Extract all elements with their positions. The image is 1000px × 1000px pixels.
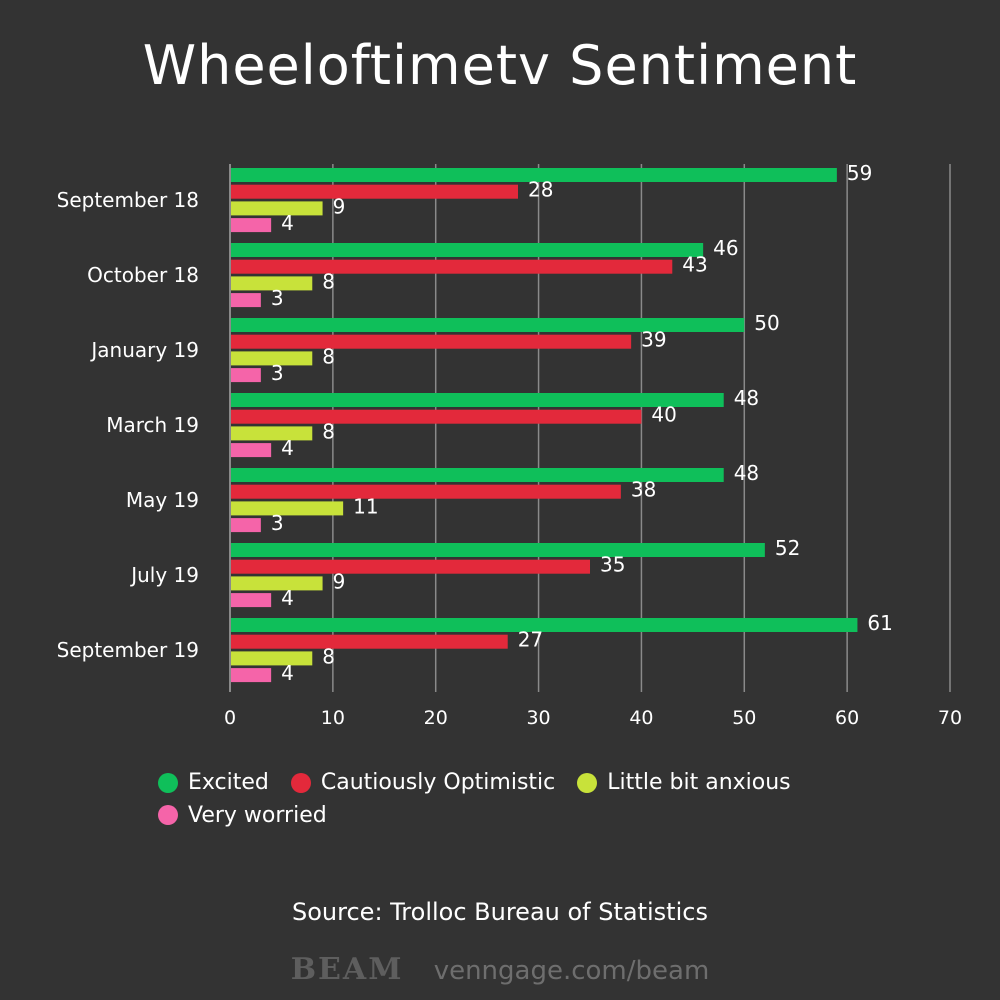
data-label: 3 bbox=[271, 511, 284, 535]
data-label: 35 bbox=[600, 553, 625, 577]
legend-label: Little bit anxious bbox=[607, 770, 791, 795]
data-label: 48 bbox=[734, 461, 759, 485]
data-label: 52 bbox=[775, 536, 800, 560]
y-category-label: September 19 bbox=[57, 638, 199, 662]
bar bbox=[230, 259, 673, 274]
data-label: 43 bbox=[682, 253, 707, 277]
data-label: 27 bbox=[518, 628, 543, 652]
x-tick-label: 0 bbox=[224, 707, 236, 729]
chart-title: Wheeloftimetv Sentiment bbox=[142, 34, 858, 97]
x-tick-label: 30 bbox=[526, 707, 550, 729]
brand-logo: BEAM bbox=[290, 952, 404, 987]
data-label: 61 bbox=[867, 611, 892, 635]
legend-item: Little bit anxious bbox=[577, 768, 791, 797]
bar-chart: 0 10 20 30 40 50 60 70 September 18 59 28 9 4 October… bbox=[57, 161, 962, 729]
data-label: 9 bbox=[333, 194, 346, 218]
bar bbox=[230, 168, 837, 182]
data-label: 50 bbox=[754, 311, 779, 335]
bar bbox=[230, 426, 313, 441]
bar bbox=[230, 393, 724, 407]
bar bbox=[230, 368, 261, 383]
data-label: 39 bbox=[641, 328, 666, 352]
bar bbox=[230, 559, 590, 574]
data-label: 4 bbox=[281, 661, 294, 685]
data-label: 28 bbox=[528, 178, 553, 202]
bar bbox=[230, 634, 508, 649]
bar bbox=[230, 576, 323, 591]
bar bbox=[230, 468, 724, 482]
bar bbox=[230, 318, 745, 332]
bar bbox=[230, 443, 272, 458]
data-label: 46 bbox=[713, 236, 738, 260]
x-tick-label: 40 bbox=[629, 707, 653, 729]
bar bbox=[230, 243, 704, 257]
x-tick-label: 70 bbox=[938, 707, 962, 729]
data-label: 3 bbox=[271, 361, 284, 385]
footer: BEAM venngage.com/beam bbox=[0, 952, 1000, 987]
bar bbox=[230, 334, 632, 349]
bar bbox=[230, 276, 313, 291]
bar bbox=[230, 618, 858, 632]
bar bbox=[230, 668, 272, 683]
chart-legend: Excited Cautiously Optimistic Little bit a… bbox=[158, 768, 918, 833]
bar bbox=[230, 184, 518, 199]
y-category-label: March 19 bbox=[106, 413, 199, 437]
footer-url[interactable]: venngage.com/beam bbox=[433, 956, 710, 986]
x-tick-label: 50 bbox=[732, 707, 756, 729]
bar bbox=[230, 218, 272, 233]
bar bbox=[230, 484, 621, 499]
data-label: 8 bbox=[322, 269, 335, 293]
data-label: 11 bbox=[353, 494, 378, 518]
bar bbox=[230, 293, 261, 308]
data-label: 59 bbox=[847, 161, 872, 185]
x-tick-label: 20 bbox=[424, 707, 448, 729]
bar bbox=[230, 651, 313, 666]
legend-marker bbox=[290, 772, 311, 793]
y-category-label: January 19 bbox=[89, 338, 199, 362]
bar bbox=[230, 201, 323, 216]
y-category-label: May 19 bbox=[126, 488, 199, 512]
data-label: 38 bbox=[631, 478, 656, 502]
y-category-label: September 18 bbox=[57, 188, 199, 212]
legend-item: Excited bbox=[158, 768, 269, 797]
data-label: 8 bbox=[322, 344, 335, 368]
legend-item: Very worried bbox=[158, 801, 327, 830]
data-label: 48 bbox=[734, 386, 759, 410]
legend-marker bbox=[158, 772, 178, 793]
bar bbox=[230, 409, 642, 424]
data-label: 8 bbox=[322, 644, 335, 668]
y-category-label: October 18 bbox=[87, 263, 199, 287]
bar bbox=[230, 501, 344, 516]
data-label: 8 bbox=[322, 419, 335, 443]
legend-item: Cautiously Optimistic bbox=[290, 768, 556, 797]
bar bbox=[230, 518, 261, 533]
data-label: 40 bbox=[651, 403, 676, 427]
y-category-label: July 19 bbox=[129, 563, 199, 587]
bar bbox=[230, 351, 313, 366]
data-label: 4 bbox=[281, 436, 294, 460]
legend-marker bbox=[158, 805, 178, 825]
bar bbox=[230, 593, 272, 608]
x-tick-label: 10 bbox=[321, 707, 345, 729]
legend-label: Cautiously Optimistic bbox=[320, 770, 556, 795]
source-note: Source: Trolloc Bureau of Statistics bbox=[292, 898, 708, 926]
data-label: 4 bbox=[281, 586, 294, 610]
bar bbox=[230, 543, 765, 557]
x-tick-label: 60 bbox=[835, 707, 859, 729]
legend-label: Excited bbox=[188, 770, 269, 795]
data-label: 4 bbox=[281, 211, 294, 235]
legend-label: Very worried bbox=[188, 802, 327, 828]
legend-marker bbox=[577, 772, 598, 793]
data-label: 9 bbox=[333, 569, 346, 593]
data-label: 3 bbox=[271, 286, 284, 310]
